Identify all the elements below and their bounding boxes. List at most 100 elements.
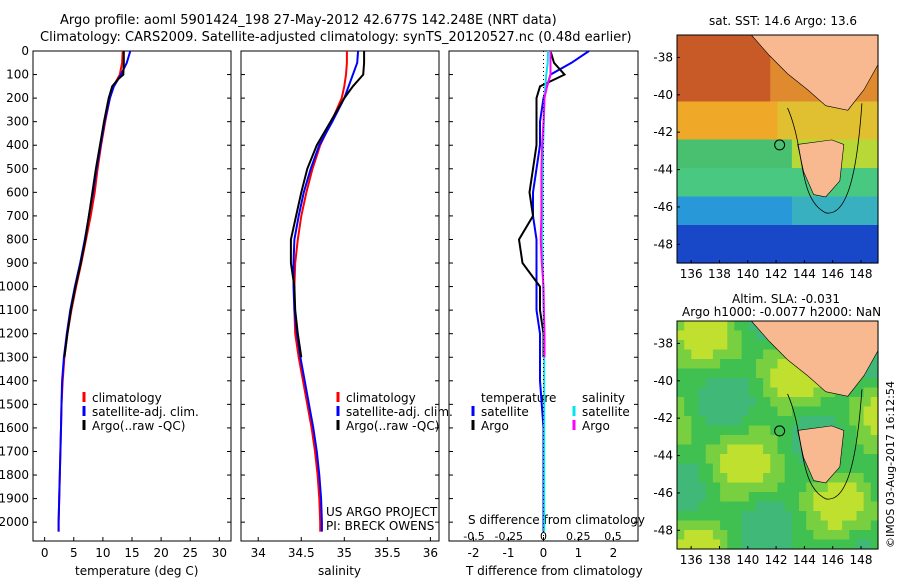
y-tick-label: 1200 — [0, 327, 29, 341]
map-cell — [856, 435, 865, 446]
map-cell — [777, 168, 786, 179]
map-cell — [677, 473, 685, 484]
map-cell — [791, 444, 800, 455]
map-cell — [705, 340, 714, 351]
map-cell — [720, 539, 728, 550]
map-cell — [684, 454, 692, 465]
map-cell — [777, 92, 786, 103]
map-cell — [863, 111, 872, 122]
map-cell — [770, 473, 779, 484]
map-cell — [756, 244, 764, 255]
map-cell — [842, 435, 850, 446]
map-cell — [720, 530, 728, 541]
map-cell — [734, 463, 743, 474]
map-cell — [698, 511, 707, 522]
map-cell — [741, 130, 750, 141]
map-cell — [763, 520, 771, 531]
map-cell — [677, 234, 685, 245]
map-cell — [705, 482, 714, 493]
map-cell — [698, 187, 707, 198]
map-cell — [799, 82, 807, 93]
map-cell — [863, 397, 872, 408]
map-cell — [870, 187, 879, 198]
map-cell — [777, 359, 786, 370]
series-line — [541, 50, 549, 532]
map-cell — [748, 139, 757, 150]
map-cell — [734, 139, 743, 150]
map-cell — [705, 225, 714, 236]
map-cell — [720, 44, 728, 55]
tasmania-land — [797, 139, 845, 198]
map-cell — [684, 321, 692, 332]
x-tick-label: 148 — [850, 553, 873, 567]
map-cell — [698, 520, 707, 531]
map-cell — [784, 73, 793, 84]
map-cell — [720, 73, 728, 84]
map-cell — [863, 444, 872, 455]
map-cell — [784, 387, 793, 398]
y-tick-label: 200 — [6, 91, 29, 105]
map-cell — [720, 511, 728, 522]
map-cell — [705, 321, 714, 332]
map-cell — [820, 215, 829, 226]
map-cell — [691, 349, 700, 360]
map-cell — [784, 416, 793, 427]
t-diff-axis-label: T difference from climatology — [466, 564, 643, 578]
map-cell — [684, 130, 692, 141]
map-cell — [799, 225, 807, 236]
map-cell — [763, 149, 771, 160]
map-cell — [777, 444, 786, 455]
map-cell — [849, 177, 858, 188]
map-cell — [734, 244, 743, 255]
map-cell — [756, 130, 764, 141]
map-cell — [677, 530, 685, 541]
map-cell — [791, 187, 800, 198]
map-cell — [763, 54, 771, 65]
map-cell — [741, 511, 750, 522]
map-cell — [691, 473, 700, 484]
map-cell — [684, 501, 692, 512]
map-cell — [748, 234, 757, 245]
map-cell — [870, 416, 879, 427]
map-cell — [763, 168, 771, 179]
map-cell — [756, 482, 764, 493]
map-cell — [863, 187, 872, 198]
map-cell — [834, 111, 843, 122]
y-tick-label: 1400 — [0, 374, 29, 388]
map-cell — [784, 225, 793, 236]
map-cell — [784, 368, 793, 379]
map-cell — [727, 425, 736, 436]
map-cell — [842, 530, 850, 541]
map-cell — [748, 44, 757, 55]
map-cell — [677, 82, 685, 93]
map-cell — [720, 321, 728, 332]
map-cell — [842, 130, 850, 141]
map-cell — [799, 473, 807, 484]
map-cell — [705, 444, 714, 455]
map-cell — [734, 149, 743, 160]
map-cell — [698, 244, 707, 255]
map-cell — [727, 225, 736, 236]
map-cell — [827, 206, 836, 217]
y-tick-label: 300 — [6, 115, 29, 129]
map-cell — [820, 206, 829, 217]
map-cell — [784, 492, 793, 503]
x-tick-label: 15 — [124, 546, 139, 560]
map-cell — [734, 196, 743, 207]
map-cell — [763, 225, 771, 236]
map-cell — [677, 349, 685, 360]
map-cell — [677, 253, 685, 264]
map-cell — [691, 215, 700, 226]
map-cell — [734, 444, 743, 455]
map-cell — [691, 82, 700, 93]
map-cell — [813, 539, 822, 550]
map-cell — [763, 215, 771, 226]
salinity-axis-label: salinity — [318, 564, 362, 578]
map-cell — [677, 330, 685, 341]
map-cell — [720, 120, 728, 131]
map-cell — [727, 206, 736, 217]
map-cell — [770, 406, 779, 417]
map-cell — [763, 101, 771, 112]
map-cell — [712, 340, 721, 351]
